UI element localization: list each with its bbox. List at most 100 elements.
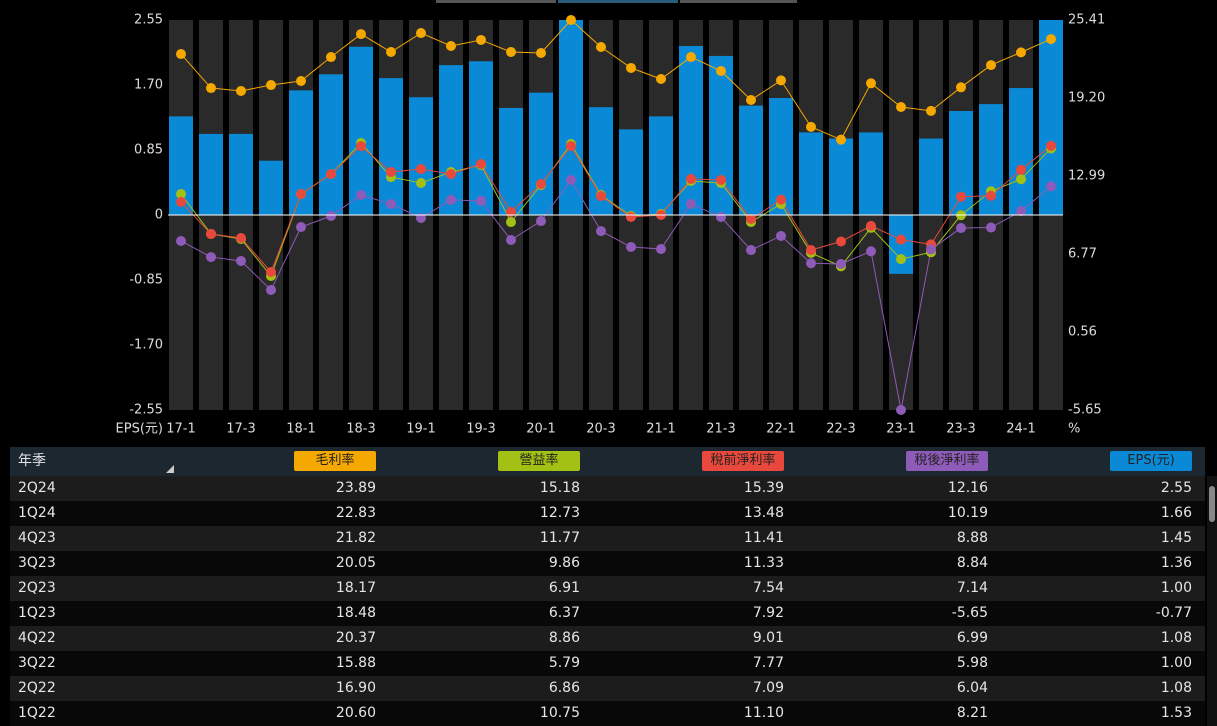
x-tick-label: 19-1 (406, 422, 436, 437)
point (626, 62, 636, 73)
point (176, 196, 186, 207)
tab[interactable] (680, 0, 797, 3)
bar (379, 78, 403, 215)
point (386, 47, 396, 58)
point (416, 177, 426, 188)
point (566, 15, 576, 25)
legend-badge: 營益率 (498, 451, 580, 471)
point (986, 222, 996, 233)
x-tick-label: 17-1 (166, 422, 196, 437)
tick-label: 0.85 (134, 143, 163, 158)
point (446, 40, 456, 51)
point (386, 167, 396, 178)
point (596, 41, 606, 52)
table-cell: 20.60 (335, 705, 376, 721)
table-cell: 15.18 (539, 480, 580, 496)
bars (169, 20, 1063, 274)
table-cell: 8.21 (956, 705, 988, 721)
point (776, 194, 786, 205)
tick-label: 0 (155, 208, 163, 223)
x-tick-label: 17-3 (226, 422, 256, 437)
table-cell: 11.10 (743, 705, 784, 721)
point (746, 245, 756, 256)
point (596, 191, 606, 202)
point (236, 85, 246, 96)
table-row: 2Q24 23.89 15.18 15.39 12.16 2.55 (10, 476, 1205, 501)
table-row: 1Q23 18.48 6.37 7.92 -5.65 -0.77 (10, 601, 1205, 626)
point (356, 141, 366, 152)
point (296, 189, 306, 200)
table-cell: 1Q23 (18, 605, 56, 621)
point (206, 252, 216, 263)
table-cell: 12.16 (947, 480, 988, 496)
tick-label: 6.77 (1068, 247, 1097, 262)
point (986, 190, 996, 201)
table-cell: -5.65 (951, 605, 988, 621)
point (536, 216, 546, 227)
bar (859, 132, 883, 215)
point (506, 234, 516, 245)
point (896, 102, 906, 113)
bar (739, 105, 763, 215)
tick-label: -1.70 (129, 338, 163, 353)
sort-icon[interactable] (166, 465, 176, 475)
table-cell: 6.86 (548, 680, 580, 696)
point (506, 47, 516, 58)
point (836, 134, 846, 145)
point (1046, 140, 1056, 151)
tab[interactable] (436, 0, 556, 3)
points (176, 15, 1056, 415)
table-cell: 3Q23 (18, 555, 56, 571)
table-cell: 8.86 (548, 630, 580, 646)
y2-axis-label: % (1068, 422, 1080, 437)
point (686, 52, 696, 63)
table-cell: 1.00 (1160, 580, 1192, 596)
bar (679, 46, 703, 215)
table-cell: 1.08 (1160, 630, 1192, 646)
bar (1009, 88, 1033, 215)
table-cell: 4Q22 (18, 630, 56, 646)
point (206, 228, 216, 239)
point (566, 141, 576, 152)
bar (829, 138, 853, 215)
table-header: 年季 毛利率 營益率 稅前淨利率 稅後淨利率 EPS(元) (10, 447, 1205, 476)
point (776, 75, 786, 86)
bar (409, 97, 433, 215)
point (956, 191, 966, 202)
line (180, 19, 1052, 141)
legend-badge: 稅後淨利率 (906, 451, 988, 471)
point (176, 189, 186, 200)
line (180, 179, 1052, 411)
tick-label: -0.85 (129, 273, 163, 288)
point (716, 65, 726, 76)
x-tick-label: 18-3 (346, 422, 376, 437)
chart: -2.55 -1.70 -0.85 0 0.85 1.70 2.55 -5.65 0.56 6.7… (116, 0, 1105, 437)
table-cell: 7.54 (752, 580, 784, 596)
scrollbar[interactable] (1207, 476, 1217, 726)
x-tick-label: 19-3 (466, 422, 496, 437)
point (326, 52, 336, 63)
table-cell: 8.84 (956, 555, 988, 571)
point (926, 105, 936, 116)
point (926, 244, 936, 255)
x-tick-label: 21-1 (646, 422, 676, 437)
tab[interactable] (558, 0, 678, 3)
point (716, 212, 726, 223)
table-cell: 7.77 (752, 655, 784, 671)
tick-label: -2.55 (129, 403, 163, 418)
point (746, 214, 756, 225)
table-cell: 22.83 (335, 505, 376, 521)
table-cell: 12.73 (539, 505, 580, 521)
bar (229, 133, 253, 215)
point (896, 405, 906, 415)
tick-label: 2.55 (134, 13, 163, 28)
x-tick-label: 22-3 (826, 422, 856, 437)
point (416, 213, 426, 224)
point (416, 164, 426, 175)
point (446, 194, 456, 205)
bar (799, 132, 823, 215)
scroll-thumb[interactable] (1209, 486, 1215, 522)
point (266, 267, 276, 278)
point (176, 235, 186, 246)
table-cell: 1.08 (1160, 680, 1192, 696)
